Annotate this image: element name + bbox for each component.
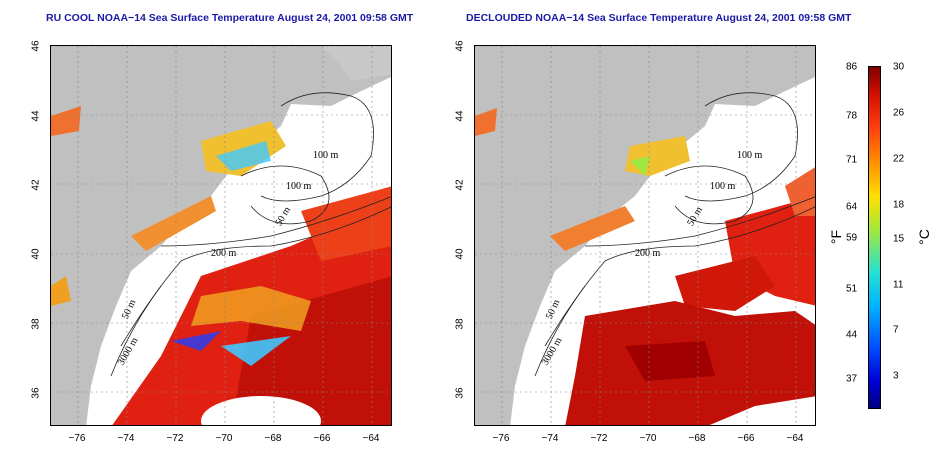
x-tick: −64 <box>786 433 804 444</box>
x-tick: −66 <box>313 433 331 444</box>
contour-label: 100 m <box>737 150 763 161</box>
raw-sst-map: 100 m 100 m 50 m 200 m 50 m 3000 m <box>50 45 392 426</box>
declouded-sst-map-graphic <box>475 46 815 425</box>
x-tick: −68 <box>264 433 282 444</box>
temperature-colorbar <box>868 66 881 409</box>
right-panel-title: DECLOUDED NOAA−14 Sea Surface Temperatur… <box>466 12 852 24</box>
raw-sst-map-graphic <box>51 46 391 425</box>
fahrenheit-tick: 59 <box>846 232 858 244</box>
y-tick: 42 <box>454 179 466 191</box>
declouded-sst-map: 100 m 100 m 50 m 200 m 50 m 3000 m <box>474 45 816 426</box>
y-tick: 40 <box>30 248 42 260</box>
y-tick: 40 <box>454 248 466 260</box>
celsius-tick: 3 <box>893 370 899 382</box>
fahrenheit-tick: 51 <box>846 283 858 295</box>
y-tick: 44 <box>30 110 42 122</box>
celsius-tick: 7 <box>893 324 899 336</box>
x-tick: −64 <box>362 433 380 444</box>
celsius-tick: 11 <box>893 279 904 291</box>
x-tick: −70 <box>215 433 233 444</box>
fahrenheit-tick: 71 <box>846 154 858 166</box>
fahrenheit-tick: 64 <box>846 201 858 213</box>
x-tick: −72 <box>166 433 184 444</box>
contour-label: 200 m <box>211 248 237 259</box>
x-tick: −68 <box>688 433 706 444</box>
celsius-tick: 30 <box>893 61 905 73</box>
fahrenheit-axis-label: °F <box>828 229 844 245</box>
y-tick: 38 <box>454 318 466 330</box>
contour-label: 200 m <box>635 248 661 259</box>
celsius-tick: 26 <box>893 107 905 119</box>
x-tick: −76 <box>492 433 510 444</box>
x-tick: −70 <box>639 433 657 444</box>
left-panel-title: RU COOL NOAA−14 Sea Surface Temperature … <box>46 12 414 24</box>
celsius-tick: 18 <box>893 199 905 211</box>
x-tick: −74 <box>541 433 559 444</box>
fahrenheit-tick: 78 <box>846 110 858 122</box>
contour-label: 100 m <box>313 150 339 161</box>
x-tick: −74 <box>117 433 135 444</box>
y-tick: 38 <box>30 318 42 330</box>
y-tick: 46 <box>30 40 42 52</box>
y-tick: 36 <box>454 387 466 399</box>
fahrenheit-tick: 44 <box>846 329 858 341</box>
y-tick: 44 <box>454 110 466 122</box>
fahrenheit-tick: 86 <box>846 61 858 73</box>
x-tick: −66 <box>737 433 755 444</box>
y-tick: 42 <box>30 179 42 191</box>
y-tick: 36 <box>30 387 42 399</box>
contour-label: 100 m <box>286 181 312 192</box>
x-tick: −76 <box>68 433 86 444</box>
celsius-axis-label: °C <box>916 229 932 245</box>
x-tick: −72 <box>590 433 608 444</box>
contour-label: 100 m <box>710 181 736 192</box>
celsius-tick: 15 <box>893 233 905 245</box>
celsius-tick: 22 <box>893 153 905 165</box>
fahrenheit-tick: 37 <box>846 373 858 385</box>
y-tick: 46 <box>454 40 466 52</box>
